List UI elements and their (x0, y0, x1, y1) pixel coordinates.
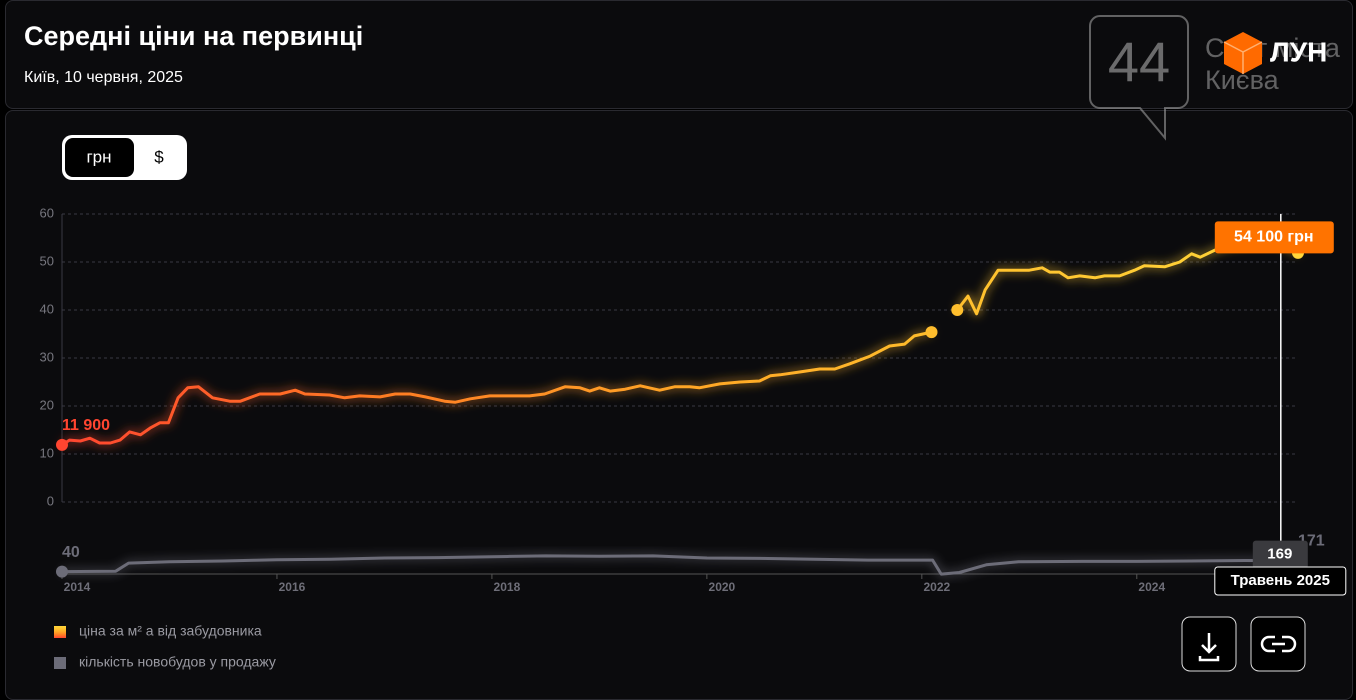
title: Середні ціни на первинці (24, 21, 363, 51)
watermark-number: 44 (1108, 30, 1170, 93)
x-tick-label: 2014 (64, 580, 91, 594)
series-point (56, 438, 68, 451)
legend-swatch (54, 657, 66, 669)
crosshair-label-box (1214, 566, 1347, 596)
x-tick-label: 2020 (709, 580, 736, 594)
download-icon (1198, 633, 1220, 662)
crosshair-label: Травень 2025 (1231, 572, 1330, 589)
y-tick-label: 0 (47, 493, 54, 508)
legend-swatch (54, 626, 66, 638)
y-tick-label: 50 (40, 253, 54, 268)
x-tick-label: 2016 (279, 580, 306, 594)
legend-label: кількість новобудов у продажу (79, 654, 276, 670)
link-button[interactable] (1250, 616, 1306, 672)
data-label: 11 900 (62, 417, 110, 434)
logo: ЛУН (1223, 32, 1327, 74)
series-point (56, 565, 68, 578)
data-label: 40 (62, 544, 80, 561)
toggle-option[interactable]: грн (86, 147, 111, 166)
y-tick-label: 10 (40, 445, 54, 460)
series-line (61, 240, 1299, 447)
header-panel (5, 0, 1353, 109)
plot: 0 10 20 30 40 50 60 2014 2016 2018 2020 2022 2024 11 … (40, 205, 1347, 596)
y-tick-label: 20 (40, 397, 54, 412)
x-tick-label: 2022 (923, 580, 950, 594)
legend: ціна за м² а від забудовника кількість н… (54, 623, 276, 670)
subtitle: Київ, 10 червня, 2025 (24, 69, 183, 86)
link-icon (1260, 635, 1297, 653)
watermark-bubble (1089, 15, 1189, 141)
y-tick-label: 60 (40, 205, 54, 220)
series-point (925, 326, 938, 339)
y-tick-label: 40 (40, 301, 54, 316)
toggle-option-selected[interactable] (65, 138, 134, 177)
watermark: 44 Сайт міста Києва (1089, 15, 1341, 141)
series-line (61, 554, 1299, 576)
legend-label: ціна за м² а від забудовника (79, 623, 262, 639)
y-tick-label: 30 (40, 349, 54, 364)
logo-text: ЛУН (1270, 36, 1327, 67)
tooltip-value: 54 100 грн (1234, 229, 1313, 246)
toggle-option[interactable]: $ (154, 147, 164, 166)
x-tick-label: 2024 (1138, 580, 1165, 594)
chart-panel (5, 110, 1353, 700)
logo-icon (1223, 41, 1263, 74)
download-button[interactable] (1181, 616, 1237, 672)
tooltip-value: 169 (1267, 546, 1292, 563)
series-point (951, 304, 964, 316)
tooltip-box (1252, 540, 1308, 569)
tooltip-box (1214, 221, 1334, 254)
x-tick-label: 2018 (494, 580, 521, 594)
